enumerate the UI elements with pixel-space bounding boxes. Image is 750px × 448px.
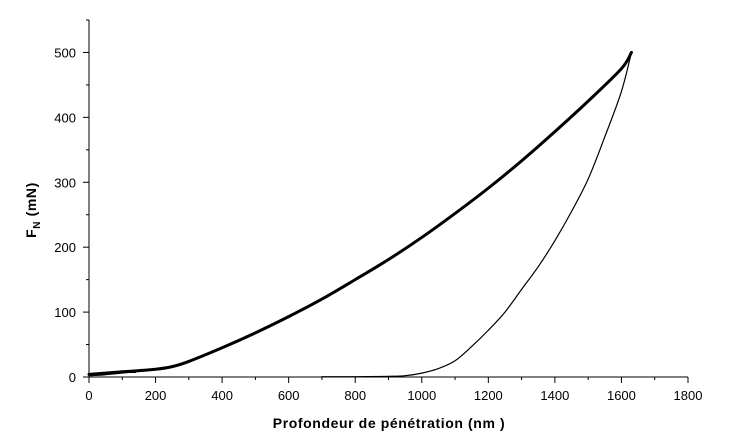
axes [83, 19, 689, 383]
y-tick-label: 300 [54, 175, 76, 190]
x-tick-label: 1600 [607, 388, 636, 403]
x-tick-label: 800 [344, 388, 366, 403]
tick-labels: 0 200 400 600 800 1000 1200 1400 1600 1800 0 100 200… [54, 45, 702, 403]
x-tick-label: 1400 [540, 388, 569, 403]
x-tick-label: 1200 [474, 388, 503, 403]
y-tick-label: 500 [54, 45, 76, 60]
x-tick-label: 1800 [674, 388, 703, 403]
y-axis-title-unit: (mN) [23, 182, 39, 221]
x-tick-label: 200 [145, 388, 167, 403]
unloading-curve [321, 51, 633, 378]
x-tick-label: 400 [211, 388, 233, 403]
x-tick-label: 600 [278, 388, 300, 403]
x-axis-title: Profondeur de pénétration (nm ) [273, 415, 506, 431]
loading-curve [87, 50, 633, 376]
series-layer [87, 50, 633, 378]
y-tick-label: 400 [54, 110, 76, 125]
y-axis-title-main: F [23, 229, 39, 238]
x-tick-label: 1000 [407, 388, 436, 403]
y-tick-label: 100 [54, 305, 76, 320]
y-tick-label: 200 [54, 240, 76, 255]
y-axis-title: FN (mN) [23, 182, 43, 238]
initial-contact-curve [88, 371, 137, 377]
y-tick-label: 0 [69, 370, 76, 385]
y-axis-title-sub: N [32, 221, 43, 229]
x-tick-label: 0 [85, 388, 92, 403]
